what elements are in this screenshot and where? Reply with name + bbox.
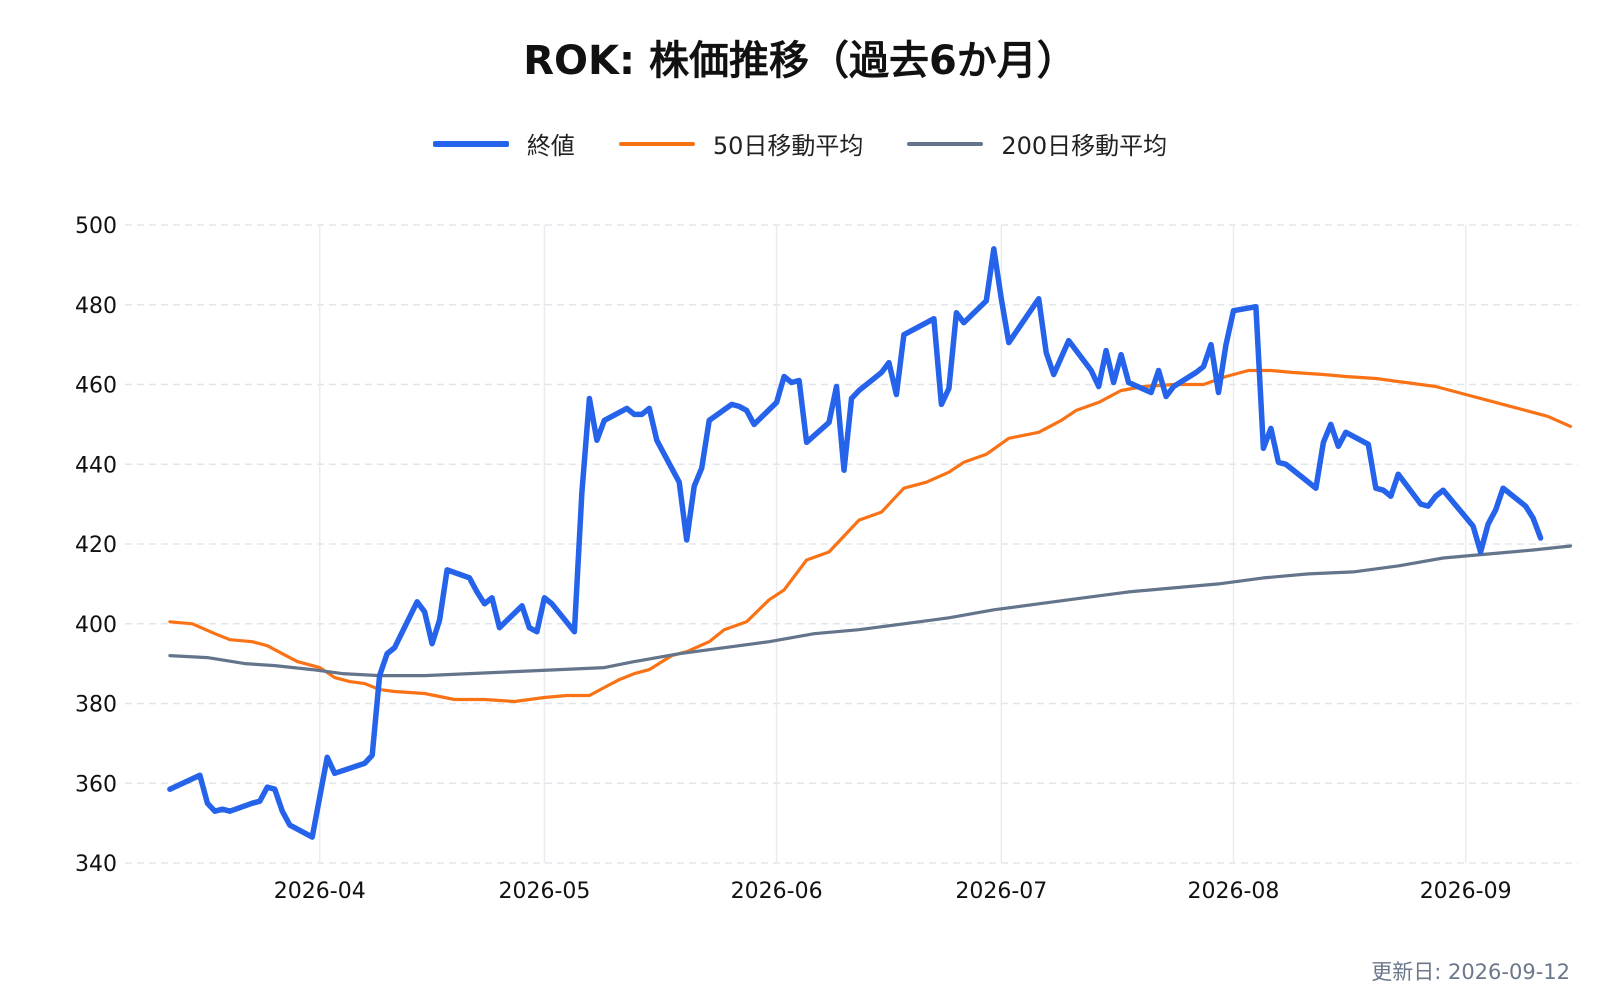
ma50-line [168, 368, 1573, 704]
legend-label-ma200: 200日移動平均 [1001, 132, 1168, 160]
y-tick-label: 500 [75, 214, 117, 239]
ma200-line [168, 544, 1573, 678]
legend-item-ma200[interactable]: 200日移動平均 [907, 126, 1167, 161]
y-tick-label: 460 [75, 374, 117, 399]
x-tick-label: 2026-06 [731, 879, 823, 904]
legend-swatch-ma200 [907, 141, 984, 146]
x-tick-label: 2026-09 [1420, 879, 1512, 904]
legend-swatch-ma50 [618, 141, 695, 146]
x-tick-label: 2026-05 [498, 879, 590, 904]
y-tick-label: 380 [75, 693, 117, 718]
y-tick-label: 400 [75, 613, 117, 638]
legend-label-ma50: 50日移動平均 [712, 132, 864, 160]
y-tick-label: 440 [75, 453, 117, 478]
y-tick-label: 420 [75, 533, 117, 558]
legend-item-ma50[interactable]: 50日移動平均 [618, 126, 864, 161]
updated-date: 更新日: 2026-09-12 [1371, 960, 1570, 984]
legend-label-close: 終値 [526, 132, 575, 160]
x-tick-label: 2026-07 [955, 879, 1047, 904]
legend-item-close[interactable]: 終値 [432, 126, 575, 161]
close-price-line [167, 246, 1544, 840]
x-tick-label: 2026-08 [1188, 879, 1280, 904]
y-tick-label: 360 [75, 772, 117, 797]
y-tick-label: 480 [75, 294, 117, 319]
legend-swatch-close [432, 140, 509, 147]
y-tick-label: 340 [75, 852, 117, 877]
legend: 終値 50日移動平均 200日移動平均 [0, 126, 1600, 161]
x-tick-label: 2026-04 [274, 879, 366, 904]
chart-title: ROK: 株価推移（過去6か月） [523, 38, 1077, 84]
